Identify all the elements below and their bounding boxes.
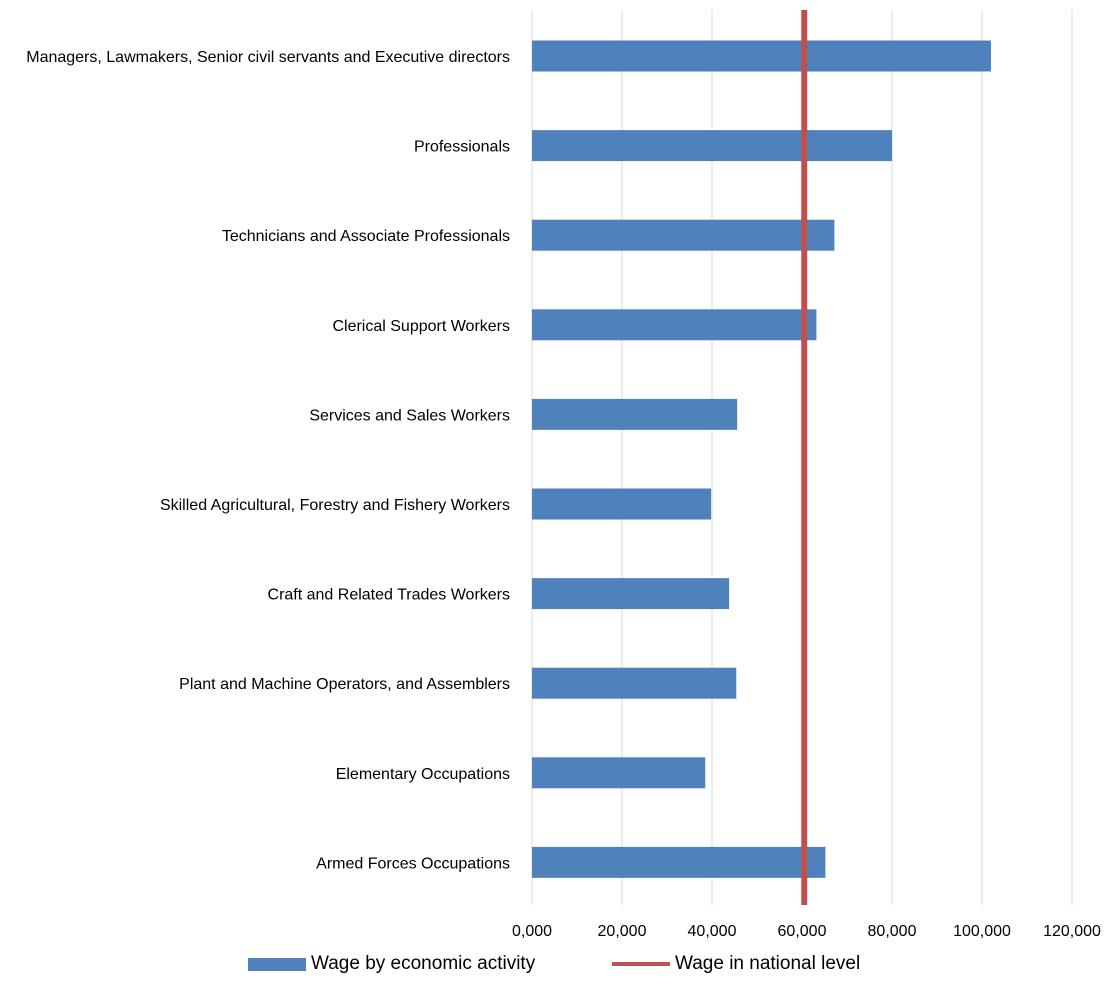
bar	[532, 757, 706, 789]
legend-swatch-bars	[248, 957, 306, 971]
bar-chart: Managers, Lawmakers, Senior civil servan…	[26, 10, 1101, 940]
bar	[532, 667, 737, 699]
bar	[532, 219, 835, 251]
legend-swatch-line	[612, 962, 670, 966]
category-label: Clerical Support Workers	[332, 318, 510, 335]
legend-label-line: Wage in national level	[675, 953, 861, 974]
bar	[532, 846, 826, 878]
x-tick-label: 80,000	[868, 923, 917, 940]
bar	[532, 398, 738, 430]
bars	[532, 40, 991, 878]
x-tick-label: 40,000	[688, 923, 737, 940]
x-tick-label: 60,000	[778, 923, 827, 940]
category-label: Skilled Agricultural, Forestry and Fishe…	[160, 497, 510, 514]
legend: Wage by economic activity Wage in nation…	[0, 944, 1112, 984]
category-label: Professionals	[414, 139, 510, 156]
bar	[532, 488, 712, 520]
category-label: Elementary Occupations	[336, 766, 510, 783]
x-tick-labels: 0,000 20,000 40,000 60,000 80,000 100,000 120,…	[512, 923, 1101, 940]
category-labels: Managers, Lawmakers, Senior civil servan…	[26, 49, 510, 872]
legend-item-line: Wage in national level	[612, 944, 860, 984]
x-tick-label: 100,000	[953, 923, 1011, 940]
x-tick-label: 0,000	[512, 923, 552, 940]
x-tick-label: 120,000	[1043, 923, 1101, 940]
bar	[532, 309, 817, 341]
category-label: Services and Sales Workers	[309, 407, 510, 424]
category-label: Technicians and Associate Professionals	[222, 228, 510, 245]
category-label: Armed Forces Occupations	[316, 855, 510, 872]
category-label: Plant and Machine Operators, and Assembl…	[179, 676, 510, 693]
legend-label-bars: Wage by economic activity	[311, 953, 536, 974]
category-label: Craft and Related Trades Workers	[268, 587, 510, 604]
x-tick-label: 20,000	[598, 923, 647, 940]
bar	[532, 578, 730, 610]
bar	[532, 40, 991, 72]
category-label: Managers, Lawmakers, Senior civil servan…	[26, 49, 510, 66]
legend-item-bars: Wage by economic activity	[248, 944, 535, 984]
bar	[532, 130, 892, 162]
